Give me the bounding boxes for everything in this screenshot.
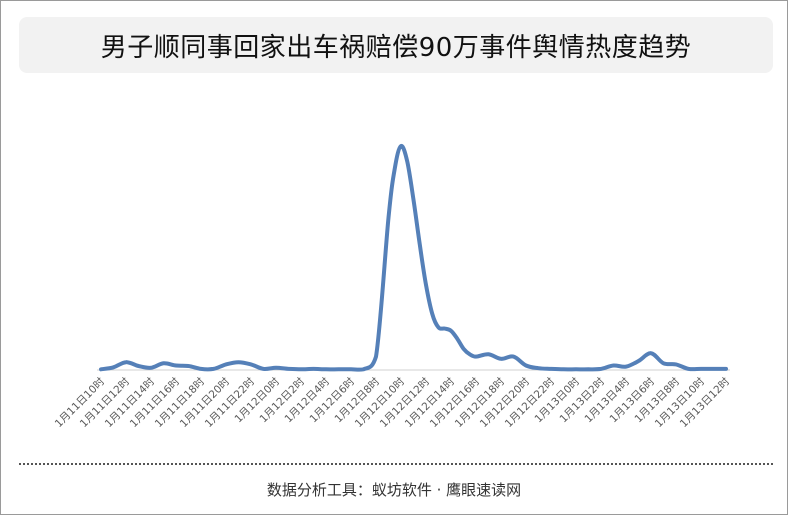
series-line bbox=[99, 143, 728, 372]
chart-title: 男子顺同事回家出车祸赔偿90万事件舆情热度趋势 bbox=[100, 32, 692, 63]
x-tick-labels: 1月11日10时1月11日12时1月11日14时1月11日16时1月11日18时… bbox=[53, 375, 733, 430]
line-chart: 1月11日10时1月11日12时1月11日14时1月11日16时1月11日18时… bbox=[53, 143, 733, 430]
footer-credit: 数据分析工具：蚁坊软件 · 鹰眼速读网 bbox=[266, 481, 522, 499]
footer-divider bbox=[19, 463, 773, 465]
title-box: 男子顺同事回家出车祸赔偿90万事件舆情热度趋势 bbox=[19, 17, 773, 73]
